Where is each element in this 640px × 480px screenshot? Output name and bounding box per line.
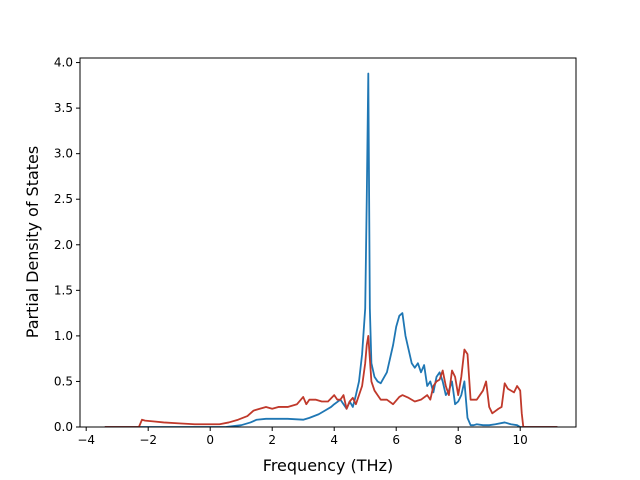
y-axis-label: Partial Density of States [23, 146, 42, 338]
y-tick-label: 0.5 [54, 374, 73, 388]
y-tick-label: 1.5 [54, 283, 73, 297]
x-tick-label: 2 [268, 433, 276, 447]
y-tick-label: 2.5 [54, 192, 73, 206]
y-tick-label: 0.0 [54, 420, 73, 434]
y-tick-label: 4.0 [54, 56, 73, 70]
series-line-2 [104, 334, 558, 427]
x-tick-label: 10 [513, 433, 528, 447]
series-layer [104, 72, 558, 427]
y-tick-label: 3.0 [54, 147, 73, 161]
x-tick-label: 6 [392, 433, 400, 447]
x-tick-label: 0 [206, 433, 214, 447]
y-tick-label: 1.0 [54, 329, 73, 343]
x-axis: −4 −2 0 2 4 6 8 10 [77, 427, 528, 447]
x-axis-label: Frequency (THz) [263, 456, 393, 475]
plot-frame [79, 57, 577, 428]
x-tick-label: 4 [330, 433, 338, 447]
series-line-1 [104, 72, 558, 427]
x-tick-label: 8 [454, 433, 462, 447]
y-axis: 0.0 0.5 1.0 1.5 2.0 2.5 3.0 3.5 4.0 [54, 56, 80, 434]
y-tick-label: 3.5 [54, 101, 73, 115]
x-tick-label: −4 [77, 433, 95, 447]
x-tick-label: −2 [139, 433, 157, 447]
y-tick-label: 2.0 [54, 238, 73, 252]
